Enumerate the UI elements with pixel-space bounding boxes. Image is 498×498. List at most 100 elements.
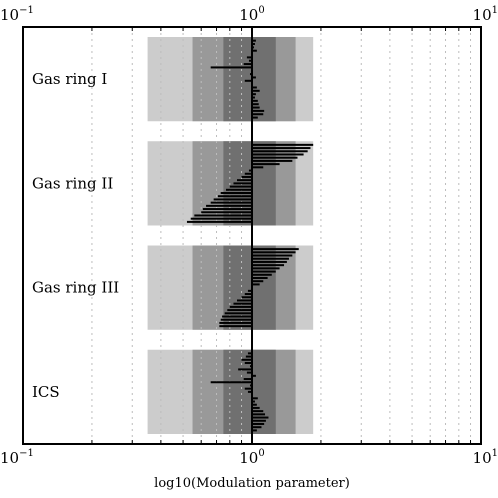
bar <box>210 66 252 69</box>
bar <box>248 59 252 62</box>
bar <box>210 381 252 384</box>
bar <box>233 182 252 185</box>
bar <box>252 280 264 283</box>
bar <box>241 296 252 299</box>
bar <box>252 147 311 150</box>
bar <box>252 156 298 159</box>
bar <box>245 355 252 358</box>
bar <box>241 358 252 361</box>
bar <box>252 248 299 251</box>
bar <box>252 264 285 267</box>
bar <box>243 378 252 381</box>
bar <box>244 387 252 390</box>
bar <box>252 143 314 146</box>
bar <box>217 195 252 198</box>
bar <box>252 103 259 106</box>
bar <box>229 305 252 308</box>
group-label: ICS <box>32 383 60 401</box>
bar <box>252 166 264 169</box>
bar <box>246 371 252 374</box>
bar <box>233 302 252 305</box>
bar <box>249 73 252 76</box>
bar <box>252 426 262 429</box>
bar <box>252 96 255 99</box>
bar <box>206 204 252 207</box>
bar <box>252 109 265 112</box>
bar <box>202 208 252 211</box>
bar <box>252 374 256 377</box>
x-axis-label: log10(Modulation parameter) <box>154 476 350 491</box>
bar <box>220 318 252 321</box>
bar <box>252 163 280 166</box>
bar <box>227 309 252 312</box>
bar <box>252 416 269 419</box>
group-label: Gas ring III <box>32 279 119 297</box>
bar <box>252 273 272 276</box>
tick-label: 100 <box>239 448 264 467</box>
bar <box>186 220 252 223</box>
bar <box>252 49 257 52</box>
bar <box>252 276 268 279</box>
bar <box>249 384 252 387</box>
bar <box>252 267 280 270</box>
tick-labels: 10−1 10−1 100 100 101 101 <box>0 5 498 467</box>
bar <box>244 172 252 175</box>
bar <box>244 79 252 82</box>
bar <box>244 361 252 364</box>
bar <box>252 400 255 403</box>
bar <box>252 406 260 409</box>
bar <box>252 150 308 153</box>
bar <box>237 299 252 302</box>
bar <box>248 169 252 172</box>
bar <box>252 76 256 79</box>
bar <box>252 413 266 416</box>
group-labels: Gas ring I Gas ring II Gas ring III ICS <box>32 70 119 401</box>
shade-band <box>223 37 276 122</box>
bar <box>241 175 252 178</box>
bar <box>226 188 252 191</box>
bar <box>210 201 252 204</box>
bar <box>222 315 252 318</box>
bar <box>252 283 260 286</box>
bar <box>219 325 252 328</box>
bar <box>219 321 252 324</box>
bar <box>252 260 287 263</box>
bar <box>252 89 260 92</box>
bar <box>224 312 252 315</box>
bar <box>252 39 256 42</box>
bar <box>246 56 252 59</box>
bar <box>213 198 252 201</box>
bar <box>243 63 252 66</box>
bar <box>220 192 252 195</box>
bar <box>252 106 260 109</box>
bar <box>252 419 266 422</box>
bar <box>252 99 258 102</box>
bar <box>229 185 252 188</box>
tick-label: 100 <box>239 5 264 24</box>
bar <box>247 352 252 355</box>
bar <box>252 86 257 89</box>
tick-label: 101 <box>473 5 498 24</box>
bar <box>252 429 257 432</box>
tick-label: 10−1 <box>0 5 34 24</box>
bar <box>252 410 264 413</box>
bar <box>244 293 252 296</box>
group-label: Gas ring I <box>32 70 107 88</box>
bar <box>252 270 276 273</box>
bar <box>238 368 252 371</box>
bar <box>249 365 252 368</box>
bar <box>194 214 252 217</box>
bar <box>252 257 289 260</box>
tick-label: 10−1 <box>0 448 34 467</box>
bar <box>247 390 252 393</box>
bar <box>247 289 252 292</box>
bar <box>252 254 293 257</box>
bar <box>252 403 257 406</box>
tick-label: 101 <box>473 448 498 467</box>
bar <box>252 159 293 162</box>
bar <box>252 116 258 119</box>
bar <box>201 211 252 214</box>
bar <box>252 422 265 425</box>
bar <box>252 153 304 156</box>
